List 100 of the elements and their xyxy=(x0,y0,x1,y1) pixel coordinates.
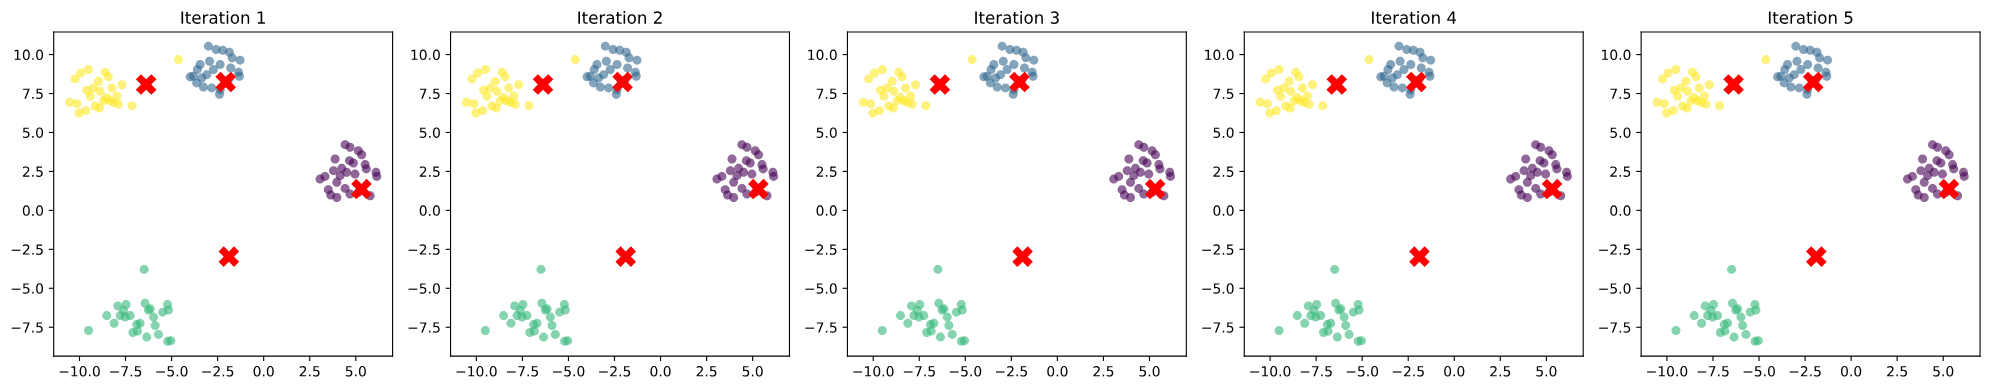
chart-title: Iteration 5 xyxy=(1768,10,1853,24)
point xyxy=(1150,150,1160,160)
point xyxy=(623,63,633,73)
point xyxy=(192,78,202,88)
point xyxy=(1938,178,1960,200)
x-tick-label: −10.0 xyxy=(853,366,894,377)
point xyxy=(133,326,143,336)
y-tick-label: 5.0 xyxy=(419,127,440,138)
point xyxy=(330,154,340,164)
point xyxy=(1028,71,1038,81)
point xyxy=(1671,326,1681,336)
point xyxy=(1933,142,1942,152)
point xyxy=(732,171,742,181)
y-tick-label: −5.0 xyxy=(408,283,440,294)
point xyxy=(747,169,757,179)
point xyxy=(877,326,887,336)
point xyxy=(589,65,599,75)
x-tick-label: 2.5 xyxy=(299,366,320,377)
chart-title: Iteration 1 xyxy=(181,10,265,24)
y-tick-label: 10.0 xyxy=(1602,49,1631,61)
point xyxy=(1697,318,1707,328)
point xyxy=(550,329,560,339)
point xyxy=(490,76,500,86)
point xyxy=(1266,68,1276,78)
point xyxy=(536,264,546,274)
point xyxy=(615,246,637,267)
point xyxy=(524,101,534,111)
point xyxy=(487,101,497,111)
point xyxy=(1409,246,1430,267)
point xyxy=(1658,74,1668,84)
y-tick-label: 5.0 xyxy=(1213,127,1234,138)
point xyxy=(93,76,103,86)
point xyxy=(1354,305,1364,315)
point xyxy=(879,91,889,101)
point xyxy=(947,329,957,339)
point xyxy=(1701,99,1711,109)
y-tick-label: 7.5 xyxy=(816,88,837,99)
point xyxy=(142,332,152,342)
y-tick-label: 0.0 xyxy=(419,205,440,216)
point xyxy=(1802,71,1824,93)
point xyxy=(897,72,907,82)
x-tick-label: −5.0 xyxy=(1346,366,1379,377)
point xyxy=(539,332,549,342)
point xyxy=(532,74,554,95)
point xyxy=(1823,55,1833,65)
point xyxy=(612,60,622,70)
point xyxy=(1663,68,1673,78)
x-tick-label: −10.0 xyxy=(1647,366,1688,377)
point xyxy=(107,83,117,93)
point xyxy=(1294,72,1304,82)
point xyxy=(480,65,490,75)
point xyxy=(202,70,212,80)
point xyxy=(1144,178,1166,200)
point xyxy=(1918,154,1928,164)
point xyxy=(1806,246,1827,267)
point xyxy=(1727,264,1737,274)
point xyxy=(864,74,874,84)
point xyxy=(117,80,127,90)
point xyxy=(901,83,911,93)
point xyxy=(729,177,739,187)
y-tick-label: 0.0 xyxy=(1213,205,1234,216)
point xyxy=(1274,326,1284,336)
x-tick-label: 0.0 xyxy=(1444,366,1465,377)
point xyxy=(1681,76,1691,86)
point xyxy=(345,142,355,152)
point xyxy=(1331,298,1341,308)
point xyxy=(1723,74,1744,95)
point xyxy=(135,74,157,95)
y-tick-label: 10.0 xyxy=(1205,49,1234,61)
point xyxy=(1792,56,1802,66)
point xyxy=(208,65,218,75)
x-tick-label: −7.5 xyxy=(903,366,935,377)
point xyxy=(605,65,615,75)
point xyxy=(1813,63,1823,73)
x-tick-label: −2.5 xyxy=(995,366,1027,377)
y-tick-label: 2.5 xyxy=(1213,166,1234,177)
x-tick-label: 0.0 xyxy=(253,366,274,377)
point xyxy=(192,65,202,75)
point xyxy=(1300,318,1310,328)
point xyxy=(1426,55,1436,65)
point xyxy=(748,178,769,200)
point xyxy=(1114,171,1124,181)
point xyxy=(929,74,951,95)
point xyxy=(960,336,970,346)
point xyxy=(599,70,609,80)
point xyxy=(1691,72,1701,82)
point xyxy=(235,55,245,65)
point xyxy=(1522,192,1532,202)
point xyxy=(903,318,913,328)
point xyxy=(921,101,931,111)
point xyxy=(1318,101,1328,111)
point xyxy=(1761,55,1771,65)
y-tick-label: −5.0 xyxy=(1599,283,1631,294)
point xyxy=(514,80,524,90)
point xyxy=(482,91,492,101)
point xyxy=(90,101,100,111)
y-tick-label: 0.0 xyxy=(816,205,837,216)
point xyxy=(1139,142,1149,152)
point xyxy=(215,60,225,70)
point xyxy=(1694,83,1704,93)
